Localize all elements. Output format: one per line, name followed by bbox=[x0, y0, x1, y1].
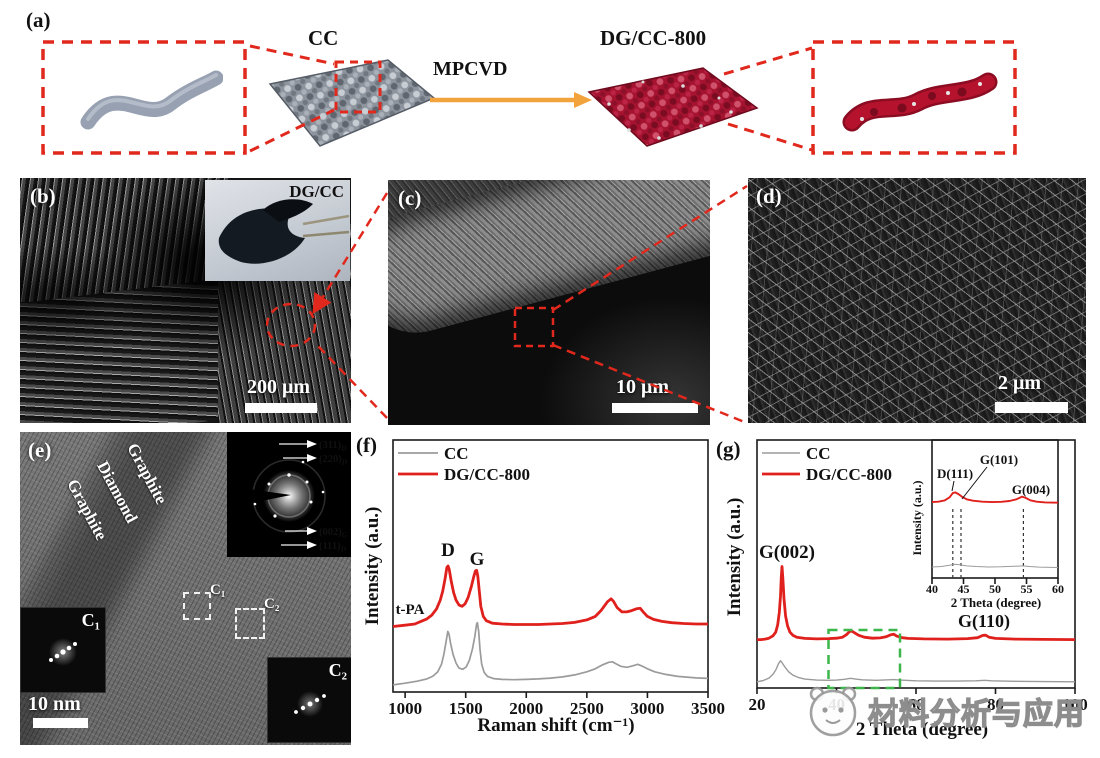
zone-box-c2-label: C₂ bbox=[264, 596, 280, 612]
x-tick-label: 2500 bbox=[570, 699, 604, 718]
saed-inset: (311)D (220)D (002)G (111)D bbox=[227, 432, 351, 557]
svg-text:(002)G: (002)G bbox=[319, 527, 348, 540]
red-fiber-illustration bbox=[842, 72, 998, 132]
gray-fiber-illustration bbox=[80, 70, 223, 130]
svg-text:(220)D: (220)D bbox=[319, 454, 348, 467]
fft-pattern-c1 bbox=[49, 638, 77, 666]
panel-d-label: (d) bbox=[756, 184, 782, 208]
fft-c1-label: C₁ bbox=[81, 610, 100, 630]
fft-c2-label: C₂ bbox=[328, 660, 347, 680]
zone-box-c1 bbox=[183, 592, 211, 620]
peak-label-d: D bbox=[441, 540, 455, 561]
raman-ylabel: Intensity (a.u.) bbox=[362, 507, 383, 626]
panel-c-label: (c) bbox=[398, 186, 422, 210]
leader-line-d111 bbox=[951, 480, 955, 492]
series-CC bbox=[756, 660, 1076, 683]
x-tick-label: 80 bbox=[987, 695, 1004, 714]
panel-g-label: (g) bbox=[716, 437, 741, 461]
peak-label-tpa: t-PA bbox=[396, 602, 425, 618]
series-CC bbox=[392, 621, 709, 686]
xrd-ylabel: Intensity (a.u.) bbox=[724, 498, 745, 617]
cc-mesh-illustration bbox=[268, 59, 436, 147]
scale-bar-b bbox=[245, 403, 317, 413]
x-tick-label: 2000 bbox=[509, 699, 543, 718]
mpcvd-arrow bbox=[430, 92, 592, 108]
series-DG/CC-800 bbox=[757, 565, 1076, 641]
inset-label-g004: G(004) bbox=[1012, 482, 1050, 497]
fft-inset-c1: C₁ bbox=[20, 607, 106, 693]
panel-e-tem-image: Graphite Diamond Graphite C₁ C₂ 10 nm C₁… bbox=[20, 432, 351, 745]
peak-label-g002: G(002) bbox=[759, 542, 815, 563]
raman-xlabel: Raman shift (cm⁻¹) bbox=[477, 715, 634, 736]
dgcc-inset-label: DG/CC bbox=[289, 182, 344, 201]
fft-pattern-c2 bbox=[294, 691, 326, 717]
x-tick-label: 45 bbox=[958, 582, 970, 596]
x-tick-label: 3500 bbox=[691, 699, 725, 718]
panel-a-label: (a) bbox=[26, 8, 51, 32]
series-DG/CC-800 bbox=[392, 564, 708, 628]
scale-bar-d bbox=[995, 402, 1068, 413]
inset-label-d111: D(111) bbox=[937, 466, 973, 481]
legend-label-dgcc: DG/CC-800 bbox=[444, 465, 530, 484]
panel-e-label: (e) bbox=[28, 438, 52, 462]
x-tick-label: 55 bbox=[1021, 582, 1033, 596]
x-tick-label: 1500 bbox=[449, 699, 483, 718]
mpcvd-label: MPCVD bbox=[433, 58, 508, 80]
panel-b-label: (b) bbox=[30, 184, 56, 208]
scale-bar-text-d: 2 μm bbox=[998, 372, 1041, 394]
zone-box-c1-label: C₁ bbox=[210, 582, 226, 598]
x-tick-label: 60 bbox=[908, 695, 925, 714]
legend-label-dgcc: DG/CC-800 bbox=[806, 465, 892, 484]
raman-chart: 1000 1500 2000 2500 3000 3500 CC DG/CC-800 D … bbox=[362, 439, 725, 736]
cc-label: CC bbox=[308, 26, 339, 50]
x-tick-label: 40 bbox=[926, 582, 938, 596]
watermark: 材料分析与应用 bbox=[806, 683, 1085, 739]
panel-d-sem-image bbox=[748, 178, 1086, 423]
x-tick-label: 1000 bbox=[388, 699, 422, 718]
xrd-xlabel: 2 Theta (degree) bbox=[856, 719, 988, 740]
inset-ylabel: Intensity (a.u.) bbox=[910, 480, 924, 555]
x-tick-label: 20 bbox=[749, 695, 766, 714]
dgcc-mesh-illustration bbox=[587, 67, 759, 147]
series-CC bbox=[931, 563, 1059, 568]
inset-label-g101: G(101) bbox=[980, 452, 1018, 467]
dgcc800-label: DG/CC-800 bbox=[600, 26, 707, 50]
scale-bar-text-c: 10 μm bbox=[616, 376, 669, 398]
peak-label-g110: G(110) bbox=[958, 611, 1010, 632]
scale-bar-text-b: 200 μm bbox=[247, 376, 310, 398]
x-tick-label: 3000 bbox=[630, 699, 664, 718]
scale-bar-text-e: 10 nm bbox=[28, 693, 81, 715]
svg-text:(311)D: (311)D bbox=[319, 440, 347, 453]
zone-box-c2 bbox=[235, 608, 265, 639]
panel-f-label: (f) bbox=[356, 433, 377, 457]
watermark-text: 材料分析与应用 bbox=[867, 696, 1085, 732]
legend-label-cc: CC bbox=[444, 444, 469, 463]
saed-pattern: (311)D (220)D (002)G (111)D bbox=[227, 440, 348, 554]
series-DG/CC-800 bbox=[931, 491, 1059, 504]
inset-xlabel: 2 Theta (degree) bbox=[951, 595, 1042, 610]
scale-bar-c bbox=[612, 403, 698, 413]
scale-bar-e bbox=[33, 718, 88, 728]
peak-label-g: G bbox=[470, 549, 485, 570]
legend-label-cc: CC bbox=[806, 444, 831, 463]
x-tick-label: 100 bbox=[1062, 695, 1088, 714]
fft-inset-c2: C₂ bbox=[267, 657, 351, 743]
highlight-box bbox=[827, 628, 902, 690]
x-tick-label: 50 bbox=[989, 582, 1001, 596]
x-tick-label: 60 bbox=[1052, 582, 1064, 596]
leader-line-g101 bbox=[961, 466, 988, 500]
dgcc-photo-inset: DG/CC bbox=[205, 180, 350, 281]
mascot-logo-icon bbox=[809, 686, 857, 737]
svg-text:(111)D: (111)D bbox=[319, 541, 347, 554]
